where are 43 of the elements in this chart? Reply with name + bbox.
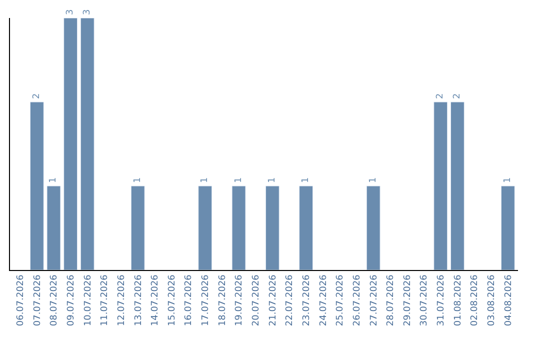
data-label: 3 [66,9,76,15]
data-label: 1 [502,177,513,183]
data-label: 3 [82,9,92,15]
data-label: 1 [132,177,143,183]
x-tick-label: 23.07.2026 [302,274,312,326]
x-tick-label: 24.07.2026 [318,274,329,326]
x-tick-label: 03.08.2026 [487,274,498,326]
x-tick-label: 30.07.2026 [420,274,430,326]
data-label: 1 [234,177,244,183]
x-tick-label: 08.07.2026 [50,274,60,326]
x-tick-label: 18.07.2026 [218,274,228,326]
x-tick-label: 26.07.2026 [352,274,362,326]
x-tick-label: 11.07.2026 [100,274,110,326]
x-tick-label: 04.08.2026 [504,274,514,326]
x-tick-label: 31.07.2026 [436,274,447,326]
data-label: 2 [452,93,462,99]
data-label: 1 [368,177,378,183]
x-tick-label: 16.07.2026 [184,274,194,326]
data-label: 1 [301,177,312,183]
x-tick-label: 09.07.2026 [66,274,76,326]
x-tick-label: 29.07.2026 [402,274,413,326]
data-label: 1 [200,177,210,183]
x-tick-label: 12.07.2026 [116,274,127,326]
data-label: 2 [436,93,446,99]
x-tick-label: 13.07.2026 [134,274,144,326]
x-tick-label: 01.08.2026 [453,274,464,326]
x-tick-label: 10.07.2026 [83,274,94,326]
x-tick-label: 21.07.2026 [268,274,278,326]
x-tick-label: 02.08.2026 [470,274,480,326]
x-tick-label: 20.07.2026 [252,274,262,326]
data-label: 1 [267,177,278,183]
x-tick-label: 07.07.2026 [32,274,43,326]
x-tick-label: 25.07.2026 [336,274,346,326]
x-tick-label: 27.07.2026 [369,274,380,326]
x-tick-label: 06.07.2026 [16,274,26,326]
data-label: 2 [32,93,42,99]
x-tick-label: 19.07.2026 [234,274,245,326]
x-tick-label: 15.07.2026 [167,274,178,326]
data-label: 1 [48,177,59,183]
x-tick-label: 14.07.2026 [150,274,161,326]
x-tick-label: 28.07.2026 [386,274,396,326]
x-tick-label: 22.07.2026 [285,274,296,326]
x-tick-label: 17.07.2026 [201,274,212,326]
